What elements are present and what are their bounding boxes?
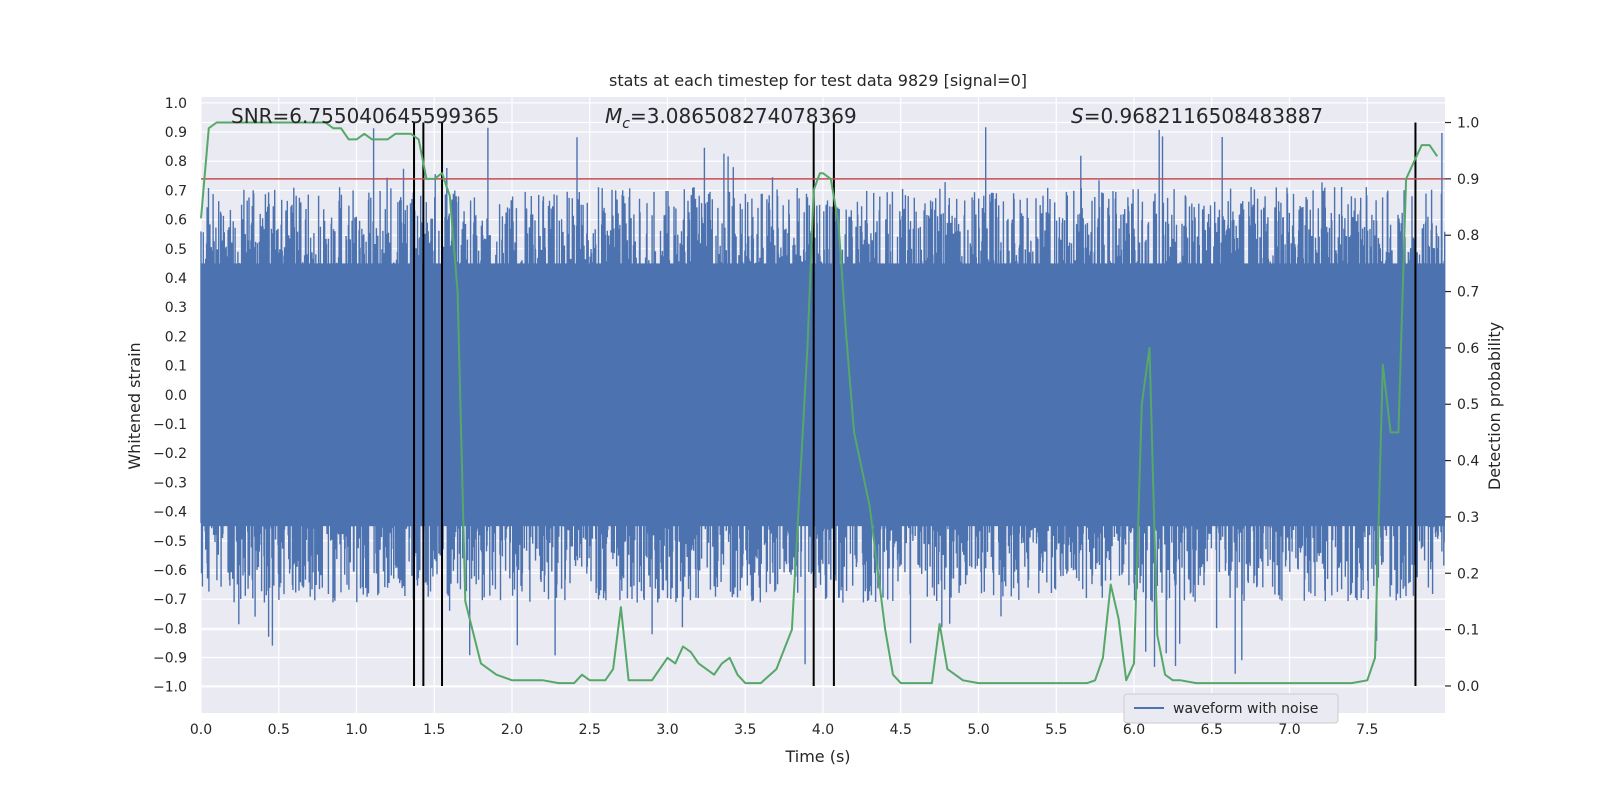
chirp-mass-symbol: M (605, 104, 622, 128)
waveform-series (200, 127, 1446, 674)
x-tick-label: 5.5 (1045, 722, 1067, 738)
x-tick-label: 7.0 (1278, 722, 1300, 738)
y-tick-label: −0.4 (153, 505, 187, 521)
legend: waveform with noise (1123, 693, 1339, 724)
y-tick-label: 0.8 (165, 154, 187, 170)
x-tick-label: 2.5 (579, 722, 601, 738)
y2-tick-label: 0.6 (1457, 341, 1479, 357)
y-tick-label: −0.3 (153, 475, 187, 491)
x-tick-label: 3.5 (734, 722, 756, 738)
y-tick-label: 0.7 (165, 183, 187, 199)
y-tick-label: 0.1 (165, 359, 187, 375)
snr-annotation: SNR=6.755040645599365 (231, 104, 499, 128)
y-tick-label: −0.7 (153, 592, 187, 608)
y2-tick-label: 1.0 (1457, 116, 1479, 132)
x-tick-label: 5.0 (967, 722, 989, 738)
y2-tick-label: 0.7 (1457, 285, 1479, 301)
y-tick-label: 0.6 (165, 213, 187, 229)
x-tick-label: 4.5 (890, 722, 912, 738)
y-tick-label: −0.8 (153, 621, 187, 637)
waveform-spikes (200, 127, 1446, 674)
y-tick-label: 0.9 (165, 125, 187, 141)
y2-tick-label: 0.1 (1457, 623, 1479, 639)
x-tick-label: 6.5 (1201, 722, 1223, 738)
s-value: =0.9682116508483887 (1084, 104, 1323, 128)
x-tick-label: 7.5 (1356, 722, 1378, 738)
y-tick-label: 0.0 (165, 388, 187, 404)
s-symbol: S (1071, 104, 1084, 128)
y-tick-label: −0.2 (153, 446, 187, 462)
y-tick-label: 0.4 (165, 271, 187, 287)
x-tick-label: 2.0 (501, 722, 523, 738)
probability-series-line (200, 121, 1439, 685)
y-tick-label: −0.6 (153, 563, 187, 579)
y-tick-label: −0.5 (153, 534, 187, 550)
legend-box (1123, 693, 1339, 724)
x-tick-label: 0.5 (268, 722, 290, 738)
y2-axis-title: Detection probability (1485, 322, 1504, 490)
y2-axis-ticks: 1.0 0.9 0.8 0.7 0.6 0.5 0.4 0.3 0.2 0.1 0.0 (1445, 116, 1479, 695)
y2-tick-label: 0.5 (1457, 397, 1479, 413)
y-tick-label: −1.0 (153, 680, 187, 696)
legend-label: waveform with noise (1173, 701, 1318, 717)
y-axis-title: Whitened strain (125, 342, 144, 469)
x-tick-label: 0.0 (190, 722, 212, 738)
y2-tick-label: 0.0 (1457, 679, 1479, 695)
y-tick-label: 0.5 (165, 242, 187, 258)
s-annotation: S=0.9682116508483887 (1071, 104, 1323, 128)
x-tick-label: 1.5 (423, 722, 445, 738)
chirp-mass-subscript: c (622, 116, 630, 132)
chirp-mass-annotation: Mc=3.086508274078369 (605, 104, 857, 132)
y-tick-label: 0.3 (165, 300, 187, 316)
y2-tick-label: 0.3 (1457, 510, 1479, 526)
y2-tick-label: 0.4 (1457, 454, 1479, 470)
y-tick-label: 1.0 (165, 96, 187, 112)
chart-title: stats at each timestep for test data 982… (609, 71, 1027, 90)
x-axis-title: Time (s) (784, 747, 850, 766)
y2-tick-label: 0.2 (1457, 566, 1479, 582)
y-tick-label: −0.9 (153, 651, 187, 667)
x-axis-ticks: 0.0 0.5 1.0 1.5 2.0 2.5 3.0 3.5 4.0 4.5 5.0 5.5 6.0 6… (190, 722, 1379, 738)
y-tick-label: 0.2 (165, 329, 187, 345)
x-tick-label: 4.0 (812, 722, 834, 738)
y2-tick-label: 0.9 (1457, 172, 1479, 188)
y-axis-ticks: 1.0 0.9 0.8 0.7 0.6 0.5 0.4 0.3 0.2 0.1 0.0 −0.1 −0.… (153, 96, 187, 696)
chirp-mass-value: =3.086508274078369 (630, 104, 857, 128)
y2-tick-label: 0.8 (1457, 228, 1479, 244)
x-tick-label: 1.0 (345, 722, 367, 738)
event-lines (413, 122, 1417, 686)
x-tick-label: 6.0 (1123, 722, 1145, 738)
x-tick-label: 3.0 (656, 722, 678, 738)
y-tick-label: −0.1 (153, 417, 187, 433)
